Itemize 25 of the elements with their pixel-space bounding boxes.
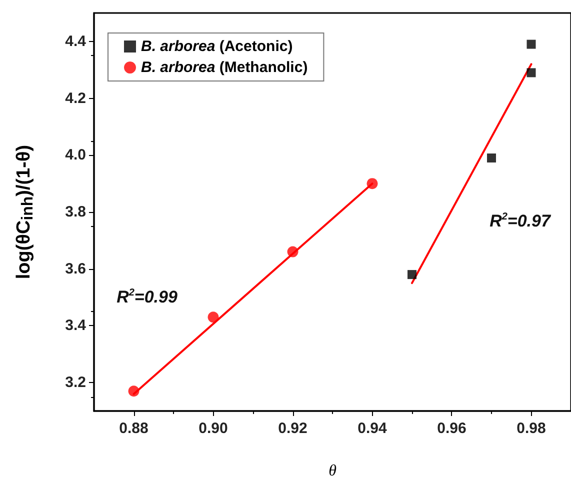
point <box>208 312 219 323</box>
point <box>287 246 298 258</box>
x-tick-label: 0.96 <box>437 420 466 437</box>
point <box>128 386 140 397</box>
x-tick-label: 0.88 <box>119 420 148 437</box>
y-tick-label: 4.4 <box>65 32 87 50</box>
y-tick-label: 3.4 <box>65 317 87 334</box>
x-tick-label: 0.98 <box>516 420 546 437</box>
x-tick-label: 0.94 <box>358 420 388 437</box>
y-tick-label: 3.6 <box>65 260 86 278</box>
point <box>408 270 416 280</box>
point <box>487 153 496 162</box>
legend-label: B. arborea (Methanolic) <box>141 59 308 76</box>
x-tick-label: 0.92 <box>278 420 308 437</box>
x-axis-title: θ <box>328 462 337 480</box>
point <box>526 68 536 78</box>
x-tick-label: 0.90 <box>198 420 228 437</box>
y-tick-label: 4.0 <box>65 146 86 164</box>
y-tick-label: 4.2 <box>65 90 86 107</box>
y-axis-title: log(θCinh)/(1-θ) <box>14 144 36 280</box>
legend-label: B. arborea (Acetonic) <box>141 38 293 55</box>
point <box>526 40 536 49</box>
y-tick-label: 3.8 <box>65 204 86 220</box>
point <box>366 178 378 190</box>
y-tick-label: 3.2 <box>65 374 86 392</box>
